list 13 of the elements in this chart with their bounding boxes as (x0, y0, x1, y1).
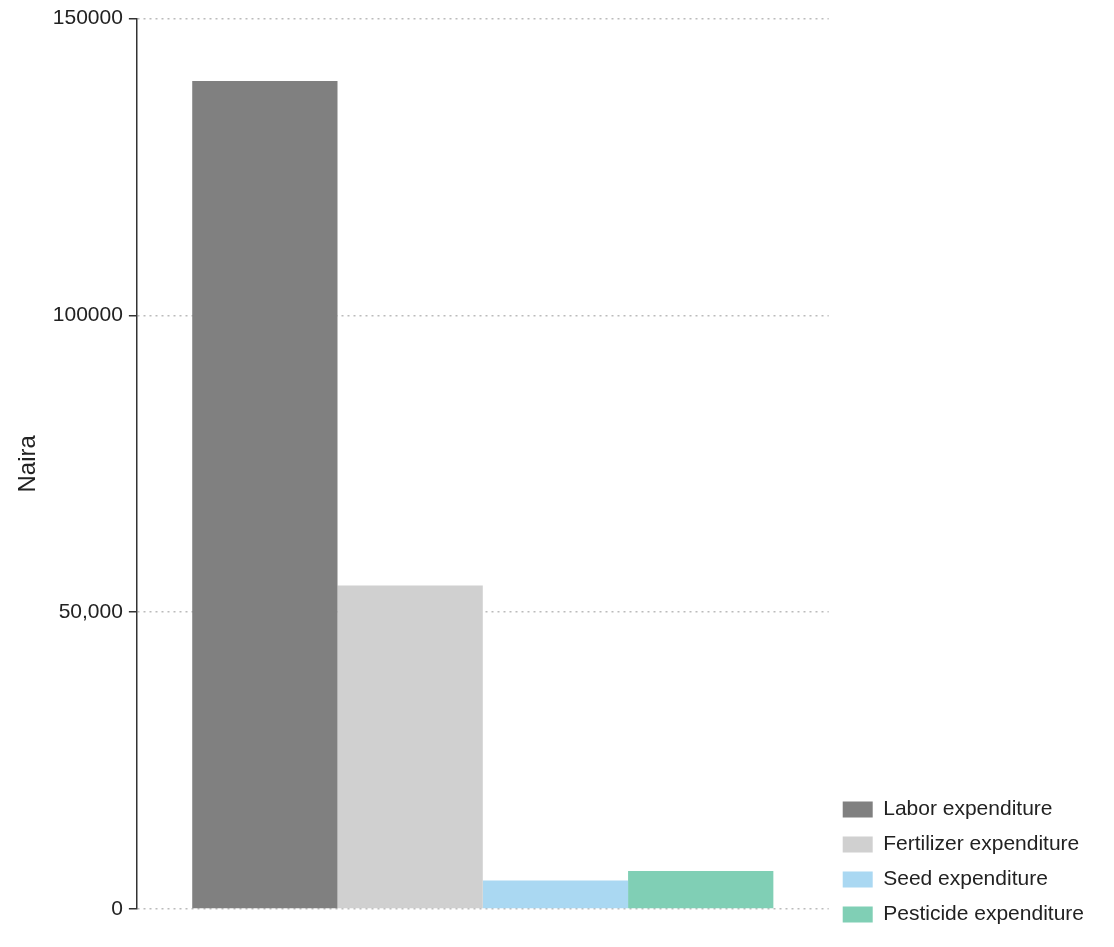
legend-label: Pesticide expenditure (883, 901, 1084, 925)
bar (628, 871, 774, 909)
bar (482, 880, 629, 909)
legend-label: Seed expenditure (883, 866, 1048, 890)
bar (337, 585, 483, 909)
y-tick-label: 100000 (52, 302, 123, 326)
y-tick-label: 0 (111, 895, 123, 919)
legend-label: Fertilizer expenditure (883, 831, 1080, 855)
legend-label: Labor expenditure (883, 796, 1053, 820)
bar (192, 80, 338, 909)
y-tick-label: 50,000 (58, 599, 123, 622)
y-axis-title: Naira (13, 434, 41, 493)
y-tick-label: 150000 (52, 5, 123, 29)
